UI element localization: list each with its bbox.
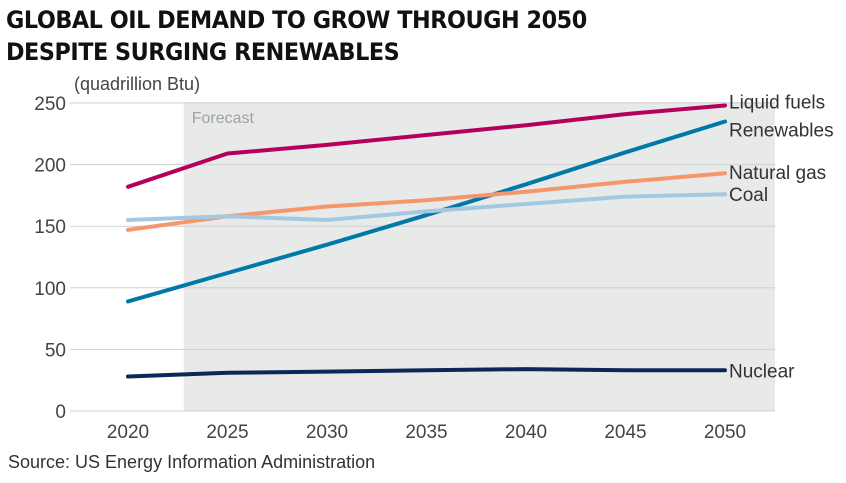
series-line-liquid-fuels: [126, 103, 727, 189]
x-tick-label: 2025: [206, 422, 248, 443]
series-label: Renewables: [729, 120, 834, 141]
x-tick-label: 2030: [306, 422, 348, 443]
y-tick-label: 200: [34, 156, 66, 177]
series-label: Liquid fuels: [729, 92, 825, 113]
y-tick-label: 50: [45, 340, 66, 361]
y-tick-label: 0: [55, 402, 66, 423]
x-tick-label: 2040: [505, 422, 547, 443]
series-line-nuclear: [126, 367, 727, 379]
series-label: Coal: [729, 185, 768, 206]
y-tick-label: 100: [34, 279, 66, 300]
chart-title-line-2: DESPITE SURGING RENEWABLES: [6, 38, 400, 66]
forecast-label: Forecast: [192, 110, 255, 127]
series-label: Natural gas: [729, 163, 826, 184]
series-line-renewables: [126, 119, 727, 304]
series-line-coal: [126, 192, 727, 222]
x-tick-label: 2050: [704, 422, 746, 443]
series-label: Nuclear: [729, 361, 795, 382]
y-axis-label: (quadrillion Btu): [74, 74, 200, 94]
source-note: Source: US Energy Information Administra…: [8, 452, 376, 472]
x-tick-label: 2020: [107, 422, 149, 443]
chart-title: GLOBAL OIL DEMAND TO GROW THROUGH 2050 D…: [6, 4, 587, 68]
x-tick-label: 2045: [604, 422, 646, 443]
y-tick-label: 150: [34, 217, 66, 238]
x-tick-label: 2035: [405, 422, 447, 443]
chart-title-line-1: GLOBAL OIL DEMAND TO GROW THROUGH 2050: [6, 6, 587, 34]
y-tick-label: 250: [34, 94, 66, 115]
